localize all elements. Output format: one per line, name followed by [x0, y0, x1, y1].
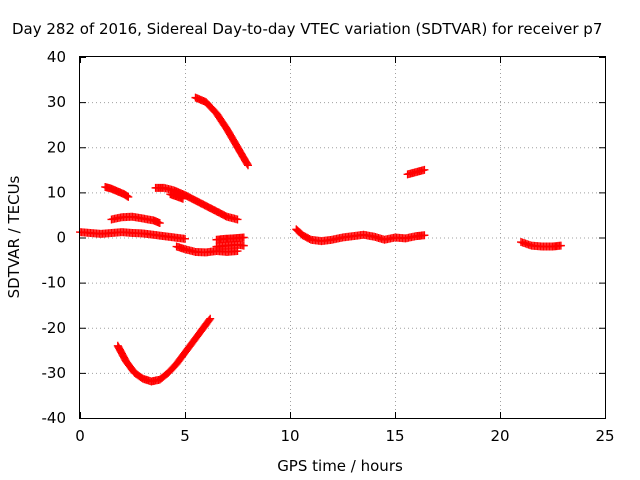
data-series-8 [212, 240, 248, 251]
plot-frame [79, 56, 606, 419]
data-series-3 [107, 212, 164, 228]
data-point [181, 234, 189, 243]
y-tick-label: -10 [42, 274, 67, 292]
chart-title: Day 282 of 2016, Sidereal Day-to-day VTE… [12, 20, 602, 38]
y-tick-label: 40 [47, 48, 66, 66]
y-tick-label: 0 [56, 229, 66, 247]
data-point [233, 215, 242, 224]
data-marks [76, 93, 565, 386]
data-point [243, 160, 252, 169]
data-point [556, 241, 565, 250]
y-axis-label: SDTVAR / TECUs [5, 175, 23, 298]
x-tick-label: 15 [385, 427, 404, 445]
data-series-2 [101, 182, 133, 201]
y-tick-label: 20 [47, 138, 66, 156]
data-point [206, 314, 215, 323]
data-series-7 [212, 233, 248, 244]
data-series-12 [403, 165, 429, 179]
x-tick-label: 25 [595, 427, 614, 445]
data-series-9 [191, 93, 252, 170]
data-point [124, 192, 133, 201]
data-point [244, 161, 252, 170]
y-tick-label: 10 [47, 183, 66, 201]
data-point [420, 231, 429, 240]
data-series-5 [166, 190, 187, 203]
y-tick-label: 30 [47, 93, 66, 111]
data-series-1 [76, 228, 189, 243]
x-axis-label: GPS time / hours [277, 457, 403, 475]
axis-ticks [80, 57, 606, 419]
y-tick-label: -20 [42, 319, 67, 337]
x-tick-label: 10 [280, 427, 299, 445]
y-tick-label: -40 [42, 409, 67, 427]
y-tick-label: -30 [42, 364, 67, 382]
x-tick-label: 20 [490, 427, 509, 445]
x-tick-label: 5 [180, 427, 190, 445]
data-point [205, 315, 214, 324]
data-series-10 [113, 314, 215, 386]
data-point [239, 241, 248, 250]
x-tick-label: 0 [75, 427, 85, 445]
data-series-11 [292, 225, 429, 246]
data-point [155, 219, 164, 228]
data-series-13 [517, 238, 565, 251]
data-point [239, 233, 248, 242]
data-point [178, 194, 187, 203]
data-series-4 [151, 183, 242, 224]
data-point [420, 165, 429, 174]
x-tick-labels: 0 5 10 15 20 25 [75, 427, 614, 445]
y-tick-labels: -40 -30 -20 -10 0 10 20 30 40 [42, 48, 67, 427]
